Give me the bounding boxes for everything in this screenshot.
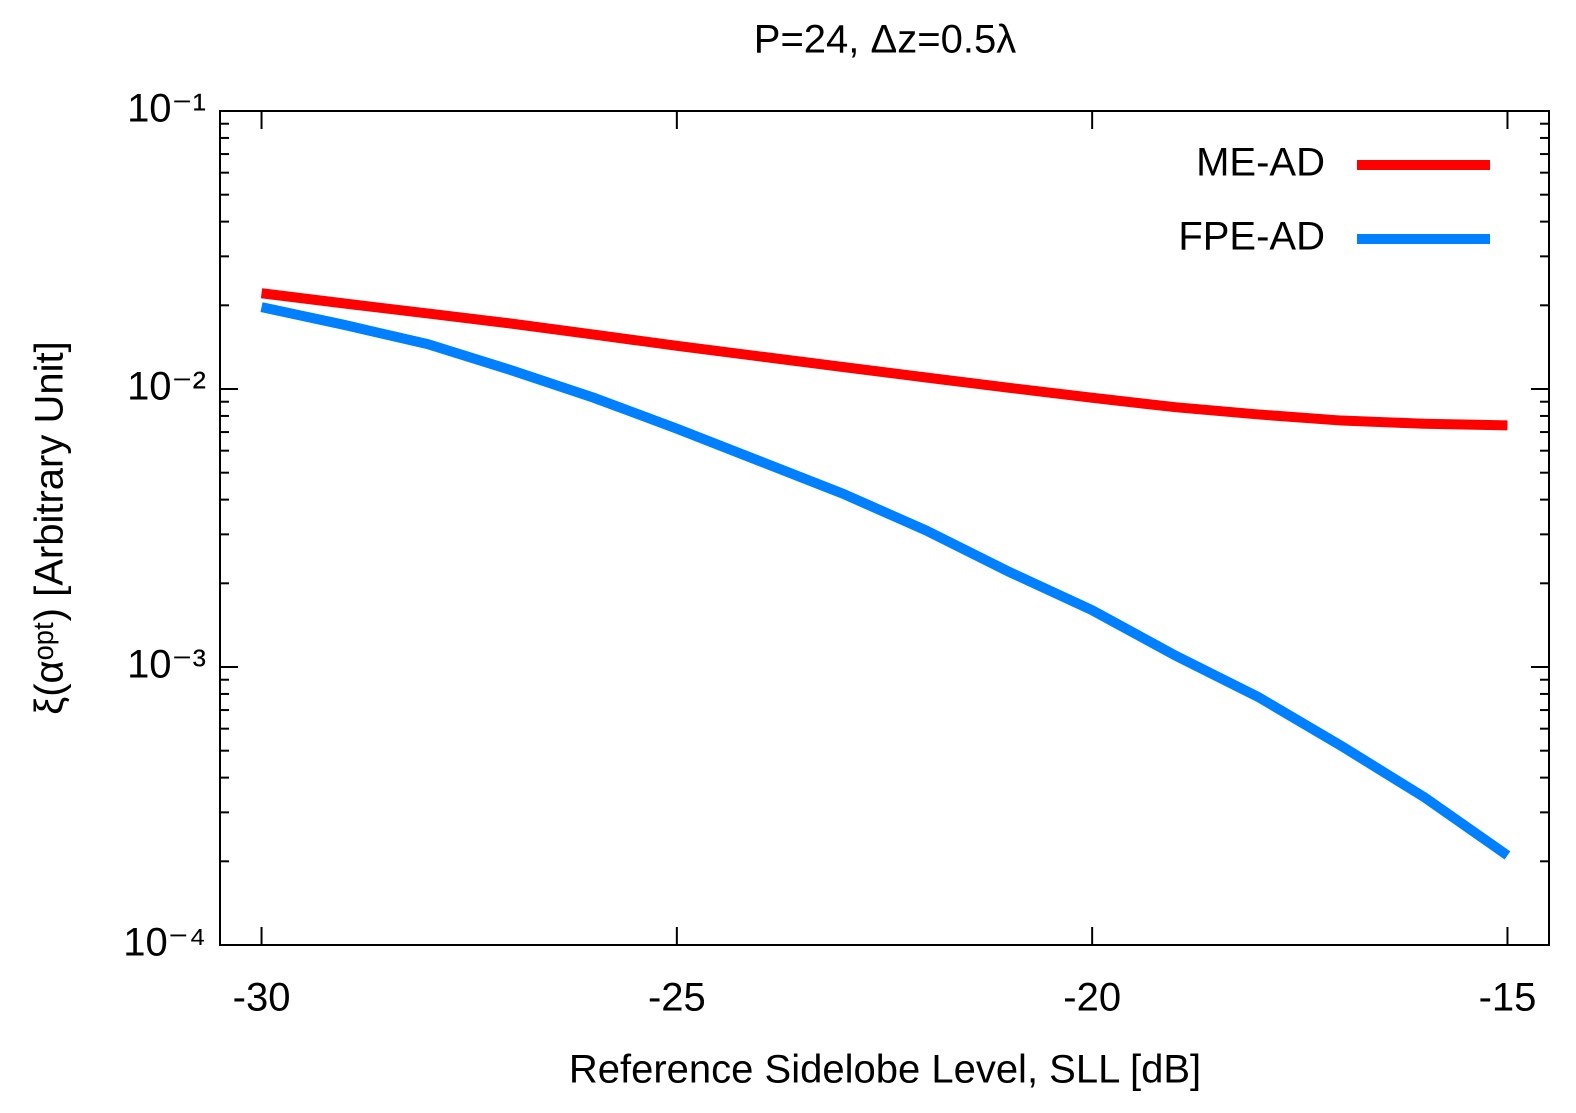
x-tick-label: -15 [1479, 976, 1537, 1020]
y-tick-label: 10⁻³ [127, 643, 206, 687]
x-tick-label: -20 [1063, 976, 1121, 1020]
legend-label: FPE-AD [1178, 215, 1325, 259]
y-tick-label: 10⁻¹ [127, 87, 206, 131]
series-line [260, 302, 1511, 860]
y-tick-label: 10⁻⁴ [123, 921, 206, 965]
x-axis-label: Reference Sidelobe Level, SLL [dB] [569, 1048, 1201, 1092]
y-tick-label: 10⁻² [127, 365, 206, 409]
series-line [260, 288, 1508, 431]
y-axis-label: ξ(αᵒᵖᵗ) [Arbitrary Unit] [28, 341, 72, 714]
chart-title: P=24, Δz=0.5λ [754, 18, 1016, 62]
legend-label: ME-AD [1196, 141, 1325, 185]
x-tick-label: -30 [233, 976, 291, 1020]
plot-frame [219, 110, 1550, 946]
x-tick-label: -25 [648, 976, 706, 1020]
